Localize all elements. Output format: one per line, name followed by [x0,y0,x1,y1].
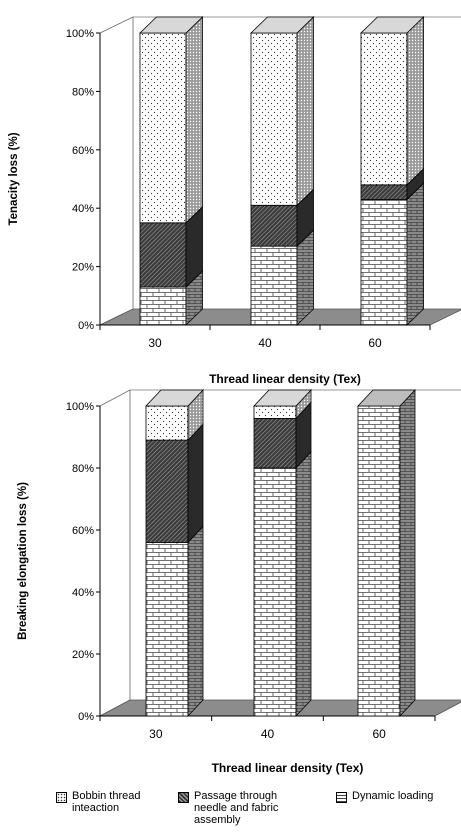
bar-segment-brick [145,542,189,717]
bar-segment-dark [145,439,189,543]
bar-top [357,389,416,407]
y-axis-title: Breaking elongation loss (%) [17,482,29,640]
dark-hatch-swatch-icon [178,792,189,803]
bar-40 [250,16,315,326]
legend-item-dynamic: Dynamic loading [336,790,433,803]
x-axis-title: Thread linear density (Tex) [209,372,361,386]
x-tick-label: 40 [258,336,272,350]
legend: Bobbin thread inteaction Passage through… [0,790,461,833]
bar-side-dots [296,16,314,207]
bar-30 [145,388,204,718]
bar-segment-dots [250,32,298,206]
x-tick-label: 60 [368,336,382,350]
bar-segment-dots [145,405,189,441]
y-tick-label: 20% [72,649,94,661]
bar-top [145,389,204,407]
legend-label: Dynamic loading [352,790,434,802]
bar-side-dark [187,423,204,544]
bar-segment-dots [360,32,408,186]
bar-top [360,16,425,34]
figure: 0% 20% 40% 60% 80% 100% 30 40 60 Thread linear de… [8,16,461,775]
bar-60 [360,16,425,326]
bar-segment-dots [253,405,297,419]
bar-segment-dark [250,204,298,247]
breaking-elongation-loss-chart: 0% 20% 40% 60% 80% 100% 30 40 60 Thread linear de… [17,388,461,775]
y-tick-label: 100% [66,401,94,413]
bar-side-brick [187,525,204,718]
bar-side-brick [296,229,314,326]
x-tick-label: 40 [261,727,275,741]
y-axis-title: Tenacity loss (%) [8,132,20,225]
bar-side-brick [399,388,416,718]
bar-segment-dark [360,184,408,200]
y-tick-label: 40% [72,587,94,599]
bar-side-dots [185,16,203,224]
y-tick-label: 0% [78,320,94,332]
bar-60 [357,388,416,718]
x-tick-label: 30 [149,727,163,741]
x-axis-title: Thread linear density (Tex) [212,761,364,775]
legend-label: Bobbin thread inteaction [72,790,141,814]
y-tick-label: 20% [72,262,94,274]
legend-item-passage: Passage through needle and fabric assemb… [178,790,278,826]
bar-side-brick [295,450,312,718]
bar-top [250,16,315,34]
y-tick-label: 0% [78,711,94,723]
tenacity-loss-chart: 0% 20% 40% 60% 80% 100% 30 40 60 Thread linear de… [8,16,461,386]
bar-segment-dark [253,417,297,469]
bar-30 [139,16,204,326]
side-wall [99,389,131,717]
bar-segment-brick [357,405,401,717]
bar-top [139,16,204,34]
y-tick-label: 80% [72,463,94,475]
bar-side-brick [406,182,424,326]
legend-label: Passage through needle and fabric assemb… [194,790,279,826]
y-tick-label: 40% [72,203,94,215]
legend-item-bobbin: Bobbin thread inteaction [56,790,141,814]
side-wall [99,16,134,326]
bar-40 [253,388,312,718]
x-tick-label: 30 [148,336,162,350]
y-tick-label: 60% [72,525,94,537]
bar-segment-brick [139,286,187,326]
y-tick-label: 80% [72,86,94,98]
y-tick-label: 100% [66,28,94,40]
bar-segment-dots [139,32,187,224]
bar-top [253,389,312,407]
dots-swatch-icon [56,792,67,803]
y-tick-label: 60% [72,145,94,157]
brick-swatch-icon [336,792,347,803]
bar-segment-brick [360,199,408,326]
bar-segment-brick [253,467,297,717]
bar-side-dots [406,16,424,186]
bar-segment-brick [250,245,298,326]
x-tick-label: 60 [372,727,386,741]
bar-segment-dark [139,222,187,288]
